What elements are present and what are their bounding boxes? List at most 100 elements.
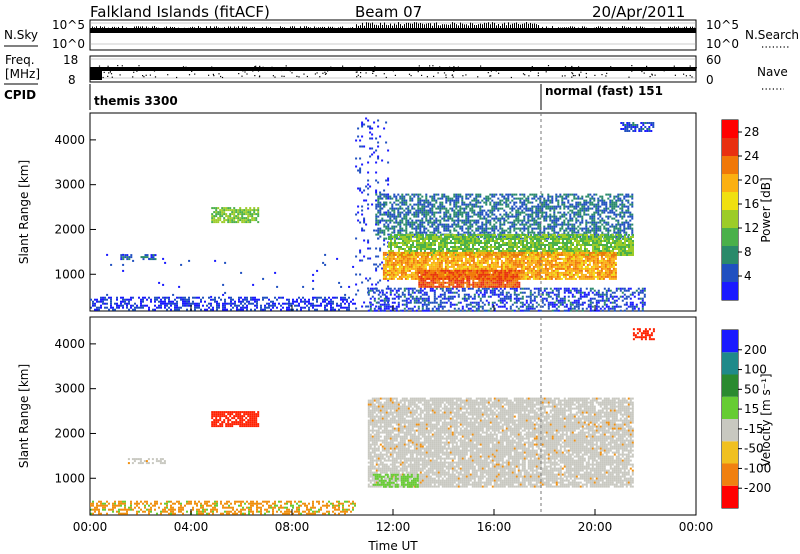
- data-cell: [529, 209, 532, 212]
- data-cell: [459, 193, 462, 196]
- data-cell: [241, 215, 244, 218]
- data-cell: [489, 215, 492, 218]
- data-cell: [513, 309, 516, 312]
- data-cell: [619, 215, 622, 218]
- data-cell: [511, 309, 514, 312]
- data-cell: [401, 193, 404, 196]
- data-cell: [369, 131, 372, 134]
- data-cell: [468, 250, 470, 252]
- nsky-spike: [350, 27, 351, 30]
- nave-dot: [580, 69, 582, 71]
- data-cell: [509, 229, 512, 232]
- data-cell: [253, 209, 256, 212]
- data-cell: [447, 217, 450, 220]
- nave-dot: [168, 69, 170, 71]
- nsky-spike: [570, 26, 571, 30]
- data-cell: [441, 289, 444, 292]
- data-cell: [467, 307, 470, 310]
- nsky-spike: [462, 23, 463, 30]
- data-cell: [466, 246, 468, 248]
- data-cell: [365, 185, 368, 188]
- data-cell: [168, 298, 170, 301]
- data-cell: [551, 199, 554, 202]
- nave-dot: [149, 74, 151, 76]
- data-cell: [601, 305, 604, 308]
- nave-dot: [254, 75, 256, 77]
- data-cell: [533, 231, 536, 234]
- data-cell: [554, 244, 556, 246]
- data-cell: [527, 229, 530, 232]
- data-cell: [419, 193, 422, 196]
- data-cell: [601, 295, 604, 298]
- data-cell: [440, 236, 442, 238]
- data-cell: [407, 207, 410, 210]
- data-cell: [519, 213, 522, 216]
- data-cell: [517, 197, 520, 200]
- data-cell: [581, 301, 584, 304]
- nave-dot: [585, 76, 587, 78]
- nave-dot: [257, 70, 260, 72]
- nsky-spike: [474, 24, 475, 30]
- data-cell: [445, 219, 448, 222]
- data-cell: [375, 171, 378, 174]
- data-cell: [595, 305, 598, 308]
- data-cell: [629, 303, 632, 306]
- nsky-spike: [282, 27, 283, 30]
- nave-dot: [110, 67, 112, 69]
- data-cell: [467, 227, 470, 230]
- nave-dot: [381, 68, 384, 70]
- data-cell: [555, 195, 558, 198]
- data-cell: [377, 237, 380, 240]
- data-cell: [557, 203, 560, 206]
- data-cell: [503, 217, 506, 220]
- data-cell: [533, 205, 536, 208]
- data-cell: [403, 195, 406, 198]
- data-cell: [204, 308, 206, 311]
- data-cell: [387, 297, 390, 300]
- data-cell: [510, 246, 512, 248]
- data-cell: [428, 248, 430, 250]
- data-cell: [499, 223, 502, 226]
- data-cell: [377, 203, 380, 206]
- data-cell: [491, 301, 494, 304]
- nsky-spike: [510, 24, 511, 30]
- data-cell: [539, 199, 542, 202]
- nsky-spike: [396, 24, 397, 30]
- nsky-spike: [182, 28, 183, 30]
- data-cell: [385, 141, 388, 144]
- data-cell: [419, 231, 422, 234]
- data-cell: [417, 195, 420, 198]
- data-cell: [503, 297, 506, 300]
- data-cell: [489, 211, 492, 214]
- data-cell: [452, 242, 454, 244]
- data-cell: [548, 242, 550, 244]
- data-cell: [463, 219, 466, 222]
- nsky-spike: [264, 28, 265, 30]
- data-cell: [489, 231, 492, 234]
- data-cell: [488, 250, 490, 252]
- data-cell: [257, 213, 260, 216]
- nsky-spike: [596, 27, 597, 30]
- data-cell: [481, 199, 484, 202]
- data-cell: [609, 289, 612, 292]
- data-cell: [593, 289, 596, 292]
- data-cell: [598, 248, 600, 250]
- data-cell: [426, 242, 428, 244]
- data-cell: [549, 199, 552, 202]
- data-cell: [429, 215, 432, 218]
- data-cell: [521, 301, 524, 304]
- data-cell: [491, 227, 494, 230]
- data-cell: [459, 301, 462, 304]
- data-cell: [601, 231, 604, 234]
- data-cell: [534, 250, 536, 252]
- data-cell: [569, 213, 572, 216]
- data-cell: [573, 207, 576, 210]
- data-cell: [470, 238, 472, 240]
- nsky-spike: [214, 26, 215, 30]
- data-cell: [421, 223, 424, 226]
- data-cell: [552, 238, 554, 240]
- data-cell: [489, 197, 492, 200]
- data-cell: [451, 209, 454, 212]
- data-cell: [495, 235, 498, 238]
- data-cell: [367, 119, 370, 122]
